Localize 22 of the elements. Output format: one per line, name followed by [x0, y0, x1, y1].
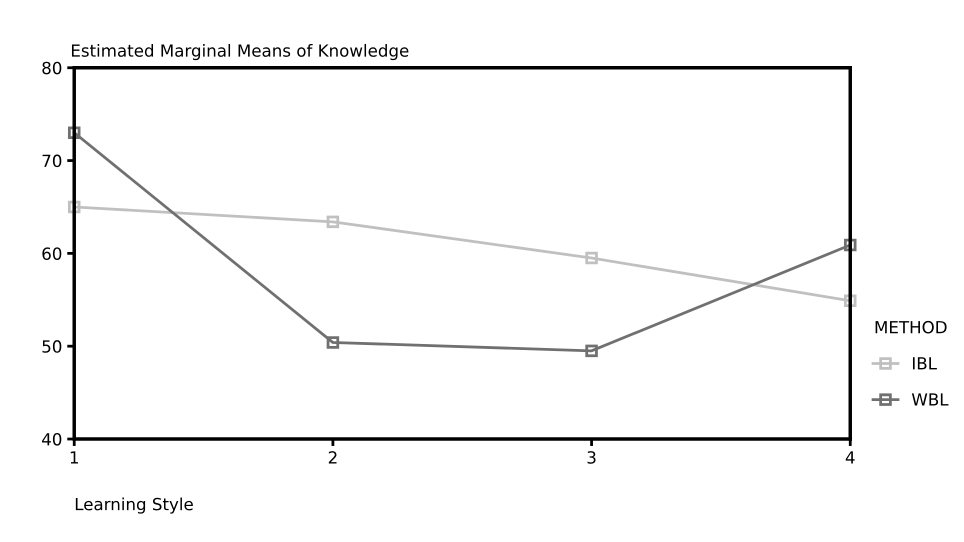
point — [844, 294, 856, 307]
x-tick-label: 3 — [588, 451, 596, 464]
x-axis-title: Learning Style — [76, 498, 193, 514]
point — [844, 238, 856, 252]
point — [68, 126, 80, 139]
point — [68, 200, 80, 214]
x-tick-label: 2 — [328, 451, 337, 464]
point — [585, 252, 598, 264]
point — [585, 344, 598, 358]
y-tick-label: 70 — [42, 154, 62, 168]
y-tick-label: 60 — [42, 247, 62, 260]
chart-title: Estimated Marginal Means of Knowledge — [72, 44, 408, 60]
point — [326, 336, 340, 349]
legend-title: METHOD — [876, 320, 947, 334]
x-tick-label: 4 — [846, 451, 855, 464]
x-tick-label: 1 — [70, 451, 78, 464]
y-tick-label: 50 — [42, 340, 62, 353]
y-tick-label: 80 — [42, 62, 62, 74]
y-tick-label: 40 — [42, 432, 62, 446]
legend-label: WBL — [912, 393, 948, 406]
legend-label: IBL — [912, 357, 937, 370]
point — [326, 216, 340, 228]
